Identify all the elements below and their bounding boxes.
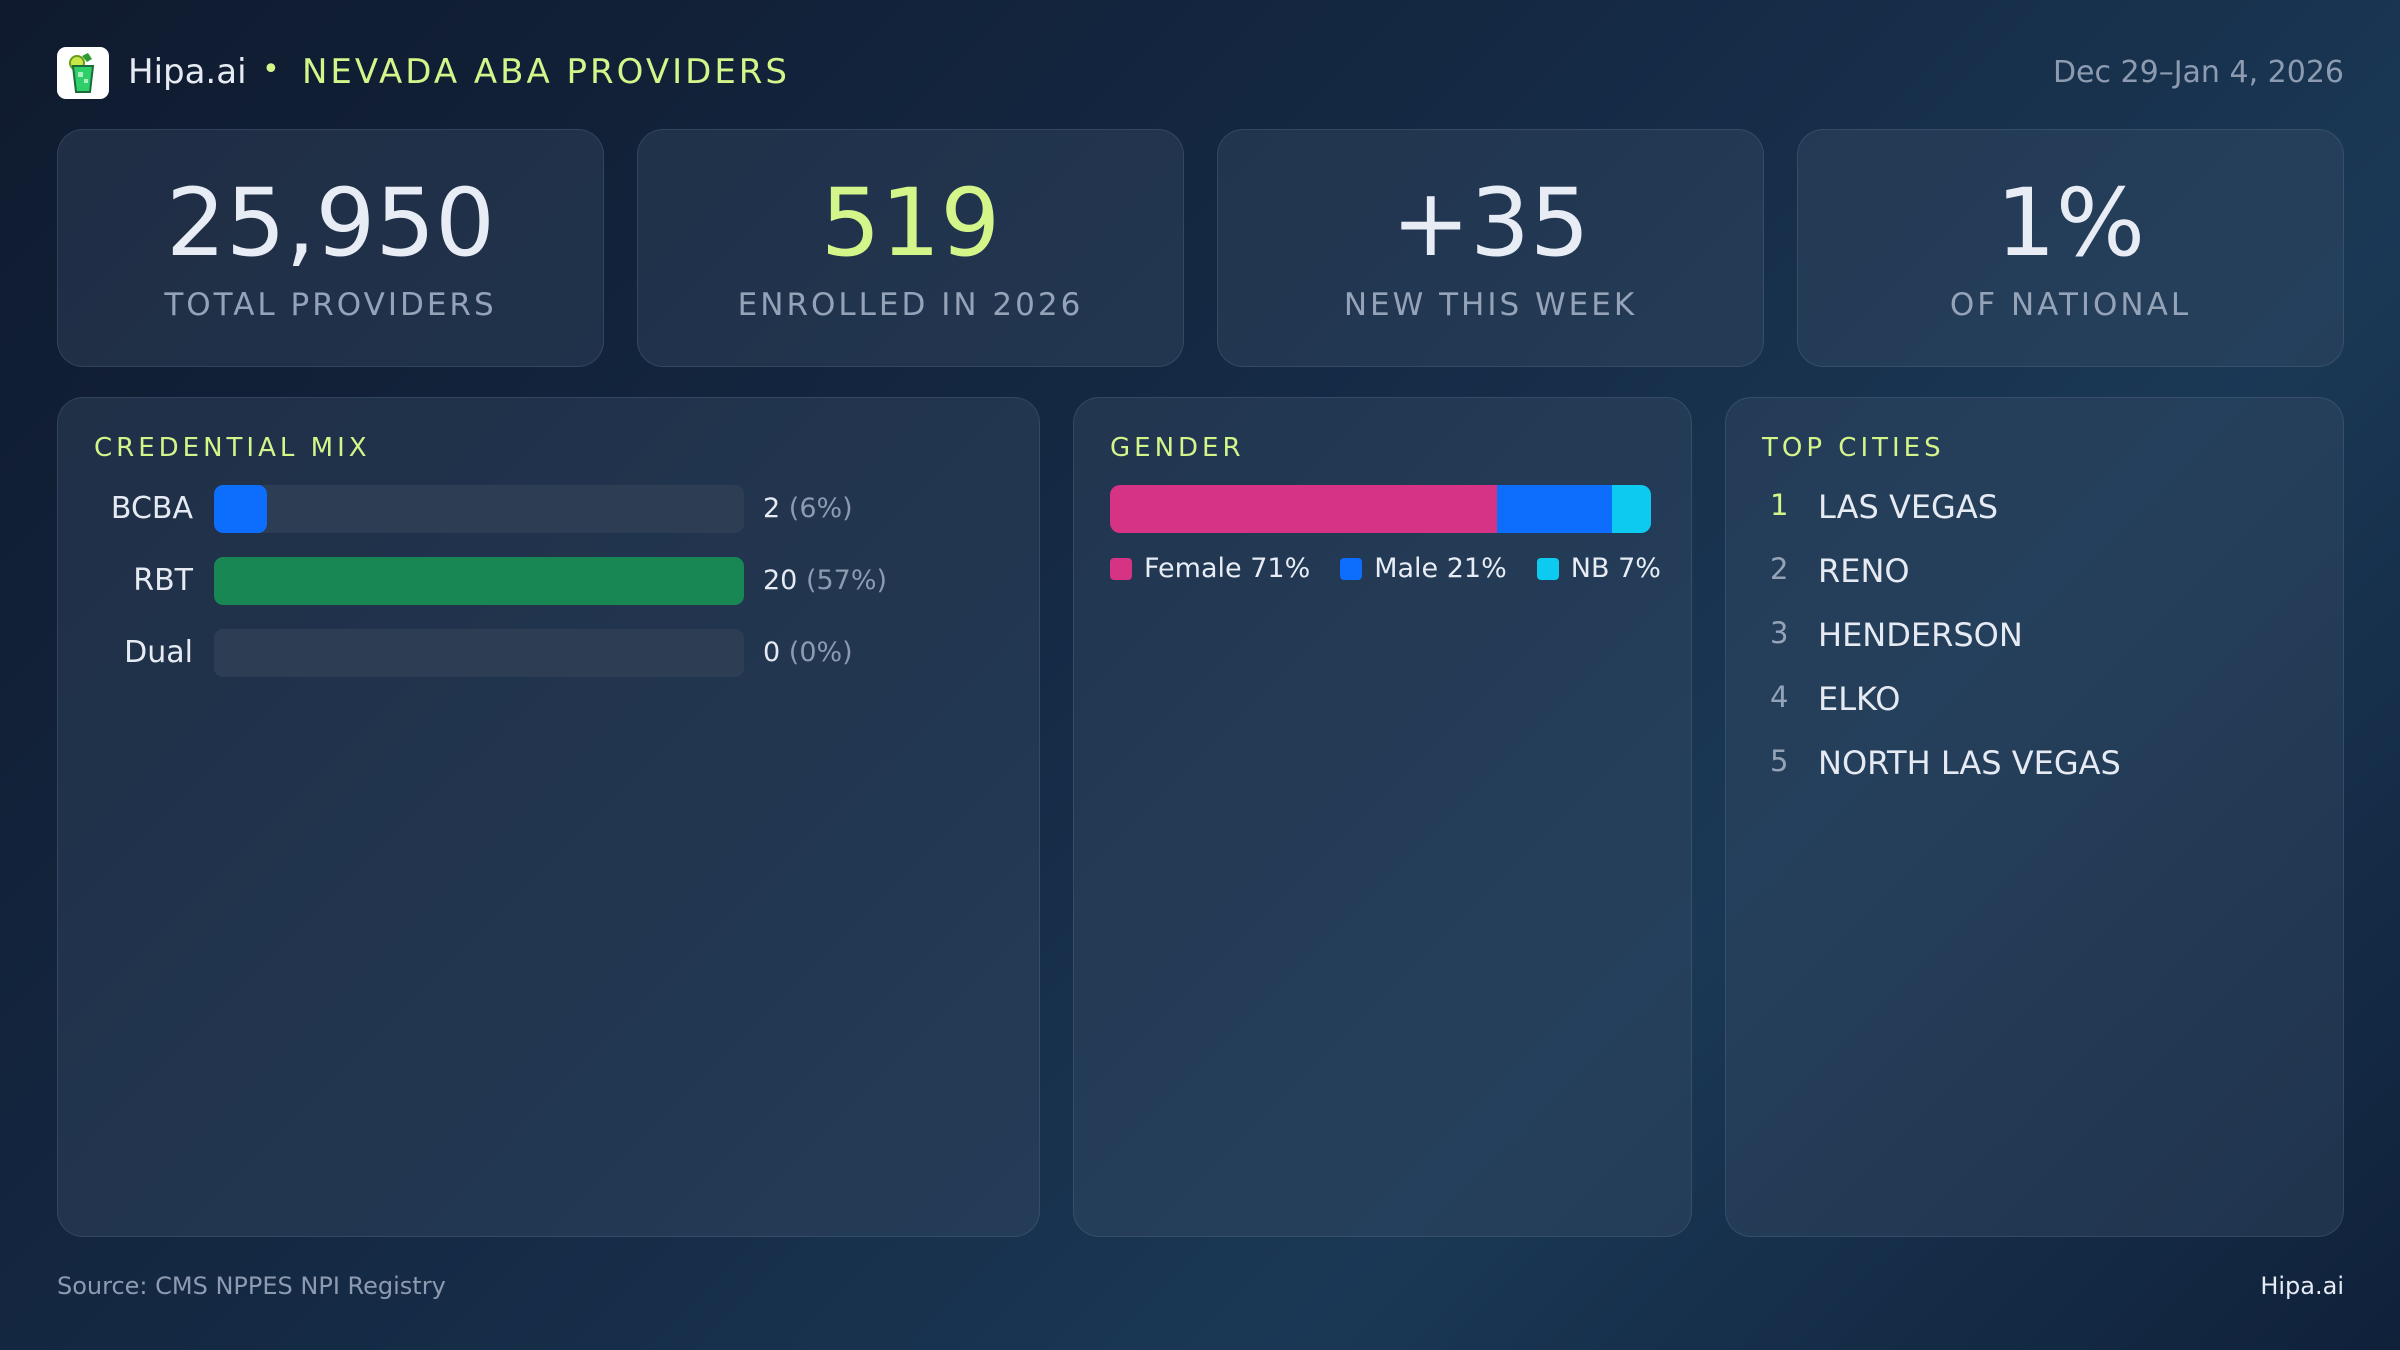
city-rank: 2 [1770, 552, 1789, 586]
legend-label: Female 71% [1144, 553, 1311, 584]
stat-card-of-national: 1% OF NATIONAL [1797, 129, 2344, 367]
gender-segment [1611, 485, 1651, 533]
legend-swatch [1340, 557, 1363, 580]
credential-bar [214, 485, 267, 533]
panel-title: CREDENTIAL MIX [94, 433, 371, 463]
gender-panel: GENDER Female 71% Male 21% NB 7% [1073, 397, 1692, 1237]
date-range: Dec 29–Jan 4, 2026 [2052, 55, 2344, 90]
stat-card-new-this-week: +35 NEW THIS WEEK [1217, 129, 1764, 367]
stat-value: +35 [1391, 169, 1590, 278]
legend-item: Female 71% [1110, 553, 1310, 584]
legend-item: Male 21% [1340, 553, 1507, 584]
stat-value: 25,950 [166, 169, 495, 278]
credential-label: BCBA [110, 491, 193, 526]
credential-percent: (6%) [788, 493, 853, 524]
city-rank: 5 [1770, 744, 1789, 778]
mojito-glass-icon [69, 53, 95, 93]
page-title: NEVADA ABA PROVIDERS [302, 52, 791, 92]
credential-bar [214, 557, 744, 605]
credential-count: 2 [763, 493, 781, 524]
gender-legend: Female 71% Male 21% NB 7% [1110, 553, 1661, 584]
stat-label: ENROLLED IN 2026 [737, 287, 1084, 323]
credential-bar-track [214, 557, 744, 605]
stat-value: 519 [820, 169, 1001, 278]
credential-count: 0 [763, 637, 781, 668]
legend-label: Male 21% [1374, 553, 1507, 584]
credential-row: BCBA 2 (6%) [58, 485, 1039, 533]
credential-value: 20 (57%) [763, 565, 887, 596]
legend-label: NB 7% [1570, 553, 1661, 584]
stat-label: NEW THIS WEEK [1343, 287, 1638, 323]
credential-mix-panel: CREDENTIAL MIX BCBA 2 (6%) RBT 20 (57%) Du… [57, 397, 1040, 1237]
city-name: NORTH LAS VEGAS [1818, 744, 2121, 782]
gender-stacked-bar [1110, 485, 1651, 533]
logo [57, 47, 109, 99]
credential-percent: (0%) [788, 637, 853, 668]
credential-label: RBT [133, 563, 193, 598]
source-note: Source: CMS NPPES NPI Registry [57, 1272, 446, 1300]
city-rank: 3 [1770, 616, 1789, 650]
credential-value: 2 (6%) [763, 493, 853, 524]
city-rank: 1 [1770, 488, 1789, 522]
stat-card-enrolled: 519 ENROLLED IN 2026 [637, 129, 1184, 367]
gender-segment [1496, 485, 1612, 533]
stat-label: OF NATIONAL [1949, 287, 2192, 323]
stat-label: TOTAL PROVIDERS [164, 287, 497, 323]
city-name: ELKO [1818, 680, 1901, 718]
top-cities-panel: TOP CITIES 1 LAS VEGAS 2 RENO 3 HENDERSON 4 ELK… [1725, 397, 2344, 1237]
footer-brand: Hipa.ai [2260, 1272, 2344, 1300]
credential-label: Dual [124, 635, 193, 670]
city-rank: 4 [1770, 680, 1789, 714]
separator: • [262, 52, 280, 87]
brand-name: Hipa.ai [128, 52, 247, 92]
credential-row: RBT 20 (57%) [58, 557, 1039, 605]
credential-bar-track [214, 485, 744, 533]
credential-bar-track [214, 629, 744, 677]
city-name: HENDERSON [1818, 616, 2023, 654]
panel-title: TOP CITIES [1762, 433, 1945, 463]
panel-title: GENDER [1110, 433, 1245, 463]
credential-value: 0 (0%) [763, 637, 853, 668]
credential-row: Dual 0 (0%) [58, 629, 1039, 677]
stat-card-total-providers: 25,950 TOTAL PROVIDERS [57, 129, 604, 367]
city-name: LAS VEGAS [1818, 488, 1999, 526]
city-name: RENO [1818, 552, 1910, 590]
credential-percent: (57%) [805, 565, 888, 596]
stat-value: 1% [1995, 169, 2146, 278]
legend-swatch [1536, 557, 1559, 580]
legend-item: NB 7% [1536, 553, 1661, 584]
credential-count: 20 [763, 565, 798, 596]
legend-swatch [1110, 557, 1132, 580]
gender-segment [1110, 485, 1497, 533]
